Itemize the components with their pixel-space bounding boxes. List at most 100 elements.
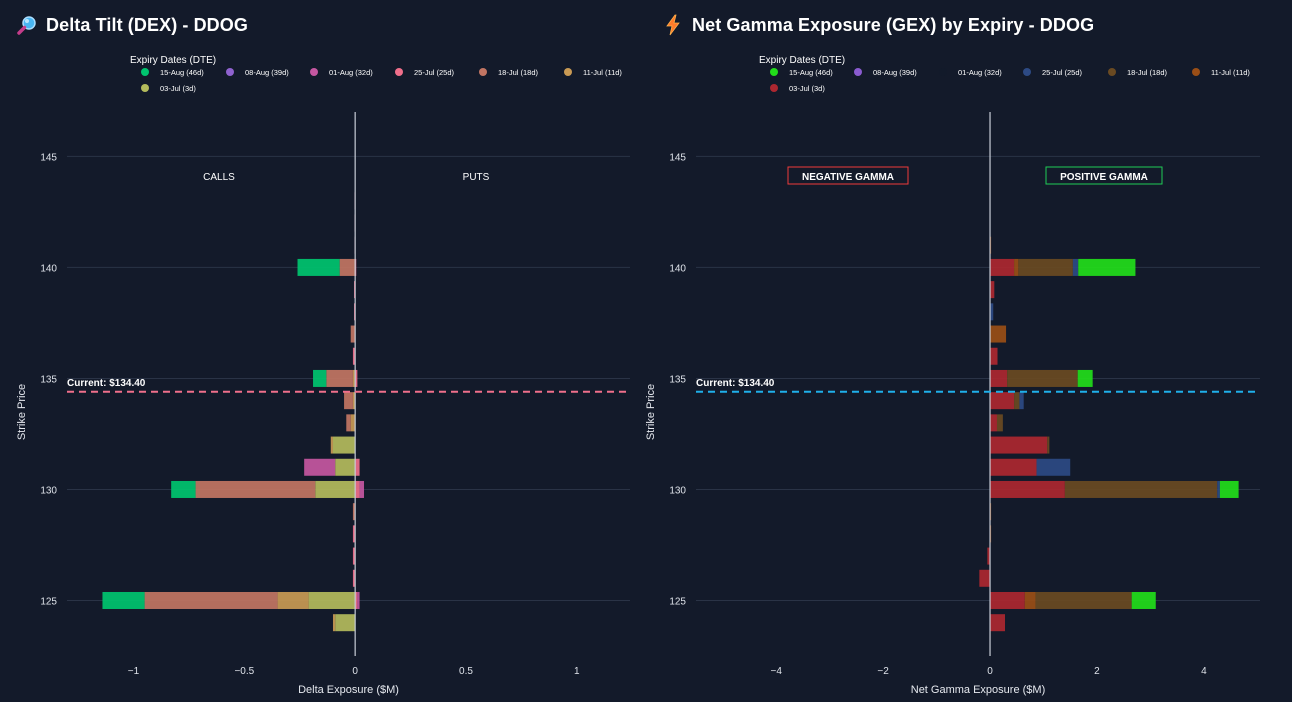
zone-label-negative-gamma: NEGATIVE GAMMA (802, 172, 894, 183)
legend-label-11-jul-11d: 11-Jul (11d) (1211, 68, 1250, 77)
bar-11-jul-11d-133 (350, 414, 356, 432)
bar-18-jul-18d-133 (996, 414, 1003, 432)
bar-15-aug-46d-130 (1219, 480, 1239, 498)
legend-label-03-jul-3d: 03-Jul (3d) (160, 84, 196, 93)
bar-18-jul-18d-133 (346, 414, 351, 432)
y-tick-label: 135 (669, 374, 686, 385)
bar-18-jul-18d-135 (1007, 369, 1078, 387)
y-tick-label: 140 (40, 263, 57, 274)
zone-box-0 (787, 166, 909, 185)
bar-11-jul-11d-137 (990, 325, 1007, 343)
bar-25-jul-25d-127 (352, 547, 356, 565)
legend-label-11-jul-11d: 11-Jul (11d) (583, 68, 622, 77)
bar-15-aug-46d-140 (297, 258, 340, 276)
bar-25-jul-25d-125 (355, 591, 358, 609)
bar-15-aug-46d-135 (1077, 369, 1093, 387)
bar-18-jul-18d-137 (350, 325, 356, 343)
x-tick-label: 0.5 (459, 666, 473, 677)
gex-chart: Expiry Dates (DTE) 15-Aug (46d) 08-Aug (39… (646, 55, 1260, 696)
y-axis-title: Strike Price (646, 384, 657, 440)
y-tick-label: 125 (669, 596, 686, 607)
bar-25-jul-25d-130 (1217, 480, 1220, 498)
dex-chart: Expiry Dates (DTE) 15-Aug (46d) 08-Aug (39… (16, 55, 630, 696)
bar-25-jul-25d-140 (1072, 258, 1079, 276)
bar-03-jul-3d-131 (335, 458, 356, 476)
legend-marker-25-jul-25d (1023, 68, 1031, 76)
bar-11-jul-11d-135 (352, 369, 356, 387)
bar-18-jul-18d-125 (1035, 591, 1132, 609)
y-tick-label: 130 (40, 485, 57, 496)
legend-marker-03-jul-3d (141, 84, 149, 92)
zone-label-positive-gamma: POSITIVE GAMMA (1060, 172, 1148, 183)
gex-title-row: Net Gamma Exposure (GEX) by Expiry - DDO… (662, 14, 1094, 36)
legend-marker-11-jul-11d (564, 68, 572, 76)
bar-18-jul-18d-134 (1014, 392, 1020, 410)
bar-15-aug-46d-125 (102, 591, 145, 609)
bar-03-jul-3d-132 (990, 436, 1048, 454)
legend-label-15-aug-46d: 15-Aug (46d) (789, 68, 833, 77)
y-tick-label: 145 (40, 152, 57, 163)
bar-03-jul-3d-134 (990, 392, 1015, 410)
bar-03-jul-3d-124 (335, 614, 356, 632)
bar-01-aug-32d-131 (304, 458, 336, 476)
dex-title-row: Delta Tilt (DEX) - DDOG (16, 14, 248, 36)
zone-box-1 (1045, 166, 1163, 185)
bar-25-jul-25d-131 (355, 458, 360, 476)
legend-label-15-aug-46d: 15-Aug (46d) (160, 68, 204, 77)
legend-marker-08-aug-39d (226, 68, 234, 76)
legend-label-08-aug-39d: 08-Aug (39d) (245, 68, 289, 77)
legend-label-18-jul-18d: 18-Jul (18d) (1127, 68, 1168, 77)
gex-panel: Net Gamma Exposure (GEX) by Expiry - DDO… (646, 0, 1292, 702)
bar-18-jul-18d-129 (352, 503, 356, 521)
y-tick-label: 130 (669, 485, 686, 496)
bar-03-jul-3d-132 (332, 436, 356, 454)
zone-label-puts: PUTS (463, 172, 490, 183)
x-tick-label: 1 (574, 666, 580, 677)
bar-15-aug-46d-125 (1131, 591, 1156, 609)
bar-11-jul-11d-125 (1024, 591, 1036, 609)
x-tick-label: 0 (987, 666, 993, 677)
bar-11-jul-11d-124 (332, 614, 336, 632)
magnifier-icon (17, 16, 36, 35)
bar-03-jul-3d-130 (990, 480, 1065, 498)
legend-marker-25-jul-25d (395, 68, 403, 76)
legend-label-01-aug-32d: 01-Aug (32d) (329, 68, 373, 77)
x-tick-label: −1 (128, 666, 140, 677)
y-tick-label: 140 (669, 263, 686, 274)
bar-25-jul-25d-126 (352, 569, 356, 587)
x-tick-label: −4 (770, 666, 782, 677)
bar-18-jul-18d-130 (1064, 480, 1218, 498)
y-tick-label: 135 (40, 374, 57, 385)
dex-chart-title: Delta Tilt (DEX) - DDOG (46, 14, 248, 35)
legend-marker-01-aug-32d (310, 68, 318, 76)
zone-label-calls: CALLS (203, 172, 235, 183)
x-tick-label: 2 (1094, 666, 1100, 677)
bar-11-jul-11d-125 (277, 591, 309, 609)
bar-03-jul-3d-125 (308, 591, 356, 609)
bar-18-jul-18d-130 (195, 480, 316, 498)
bar-03-jul-3d-133 (990, 414, 997, 432)
legend-marker-15-aug-46d (141, 68, 149, 76)
current-price-label: Current: $134.40 (67, 378, 146, 389)
bar-25-jul-25d-138 (990, 303, 994, 321)
bar-25-jul-25d-134 (1019, 392, 1024, 410)
x-tick-label: 0 (352, 666, 358, 677)
legend-title: Expiry Dates (DTE) (759, 55, 845, 66)
bar-03-jul-3d-124 (990, 614, 1005, 632)
x-axis-title: Delta Exposure ($M) (298, 684, 399, 696)
legend-marker-08-aug-39d (854, 68, 862, 76)
bar-11-jul-11d-132 (330, 436, 333, 454)
y-tick-label: 145 (669, 152, 686, 163)
legend-marker-18-jul-18d (479, 68, 487, 76)
legend-label-25-jul-25d: 25-Jul (25d) (414, 68, 455, 77)
bar-25-jul-25d-136 (352, 347, 356, 365)
bar-11-jul-11d-140 (1014, 258, 1019, 276)
legend-marker-15-aug-46d (770, 68, 778, 76)
gex-chart-title: Net Gamma Exposure (GEX) by Expiry - DDO… (692, 14, 1095, 35)
current-price-label: Current: $134.40 (696, 378, 775, 389)
bar-03-jul-3d-126 (979, 569, 991, 587)
bar-03-jul-3d-136 (990, 347, 998, 365)
bar-03-jul-3d-131 (990, 458, 1037, 476)
x-tick-label: −0.5 (234, 666, 254, 677)
bar-18-jul-18d-140 (1018, 258, 1073, 276)
